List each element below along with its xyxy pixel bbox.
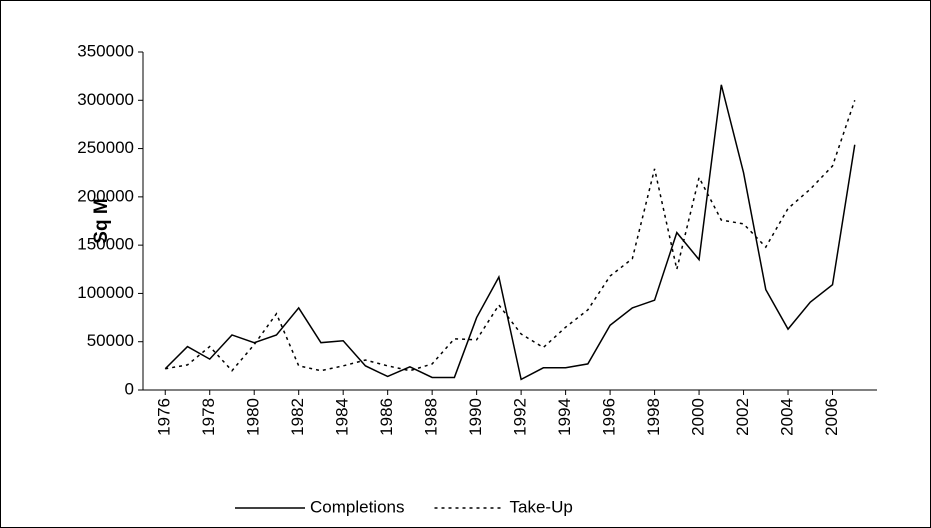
x-tick-label: 1988 (422, 398, 441, 436)
x-tick-label: 2004 (778, 398, 797, 436)
x-tick-label: 2000 (689, 398, 708, 436)
x-tick-label: 1992 (511, 398, 530, 436)
y-tick-label: 300000 (77, 90, 134, 109)
x-tick-label: 2002 (733, 398, 752, 436)
x-tick-label: 1978 (199, 398, 218, 436)
x-tick-label: 1996 (600, 398, 619, 436)
y-tick-label: 100000 (77, 283, 134, 302)
line-series (164, 84, 856, 381)
legend-label: Take-Up (510, 497, 573, 516)
x-tick-label: 1984 (333, 398, 352, 436)
y-tick-label: 350000 (77, 41, 134, 60)
y-tick-label: 150000 (77, 235, 134, 254)
y-tick-label: 50000 (87, 331, 134, 350)
y-axis-label: Sq M (91, 198, 112, 243)
x-tick-label: 1982 (288, 398, 307, 436)
x-tick-label: 1980 (244, 398, 263, 436)
x-tick-label: 1976 (155, 398, 174, 436)
y-tick-label: 200000 (77, 186, 134, 205)
y-tick-label: 250000 (77, 138, 134, 157)
x-tick-label: 1990 (466, 398, 485, 436)
x-tick-label: 1998 (644, 398, 663, 436)
legend-label: Completions (310, 497, 405, 516)
x-tick-label: 1994 (555, 398, 574, 436)
x-tick-label: 1986 (377, 398, 396, 436)
y-tick-label: 0 (125, 379, 134, 398)
x-tick-label: 2006 (822, 398, 841, 436)
